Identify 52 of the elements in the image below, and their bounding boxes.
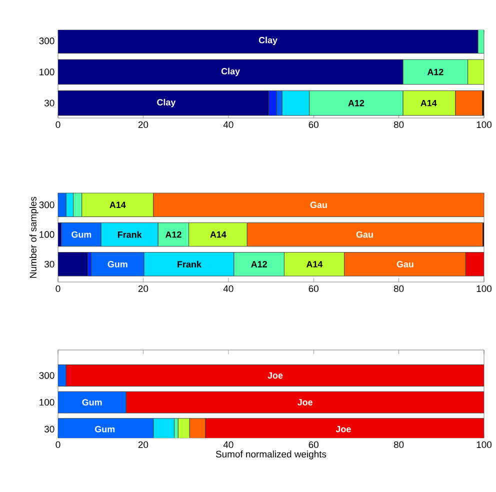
y-tick-label: 30 [44,426,54,432]
y-tick-label: 100 [40,68,54,76]
annotation: Frank [178,260,202,268]
y-tick-label: 100 [40,231,54,238]
y-tick-label: 100 [40,398,54,406]
annotation: Gau [356,231,373,238]
annotation: A14 [420,100,437,106]
annotation: Clay [157,98,176,108]
y-tick-label: 300 [39,202,54,208]
annotation: A12 [348,100,364,106]
annotation: Clay [258,36,278,46]
annotation: A14 [306,261,323,268]
annotation: Clay [221,68,240,76]
y-tick-label: 30 [44,100,54,106]
x-tick-label: 100 [476,441,492,448]
annotation: Joe [268,372,283,379]
y-tick-label: 30 [44,260,54,268]
annotation: Joe [336,426,351,432]
annotation: Gau [310,202,327,208]
annotation: Gau [396,261,414,268]
x-tick-label: 60 [308,441,318,448]
annotation: A12 [251,261,267,268]
annotation: Gum [72,231,92,238]
annotation: A14 [210,231,226,238]
x-tick-label: 20 [138,285,148,292]
x-tick-label: 0 [56,121,60,128]
x-tick-label: 20 [138,441,148,448]
x-tick-label: 20 [138,121,148,128]
annotation: Gum [108,261,128,268]
x-tick-label: 80 [394,285,404,292]
x-tick-label: 80 [394,441,404,448]
annotation: Joe [298,399,313,406]
annotation: Frank [118,231,142,238]
annotation: Gum [95,426,115,432]
x-tick-label: 60 [308,121,318,128]
y-tick-label: 300 [39,372,54,379]
x-tick-label: 100 [476,121,492,128]
y-tick-label: 300 [39,38,54,44]
x-tick-label: 100 [476,285,492,292]
x-tick-label: 40 [223,441,234,448]
annotation: A12 [165,231,182,238]
x-tick-label: 0 [56,441,60,448]
x-tick-label: 60 [308,285,318,292]
x-tick-label: 0 [56,285,60,292]
x-tick-label: 80 [394,121,404,128]
annotation: Gum [82,399,102,406]
x-axis-title: Sumof normalized weights [216,450,326,460]
annotation: A14 [110,202,126,208]
x-tick-label: 40 [223,285,234,292]
x-tick-label: 40 [223,121,234,128]
y-axis-title: Number of samples [30,196,38,278]
annotation: A12 [427,68,444,76]
